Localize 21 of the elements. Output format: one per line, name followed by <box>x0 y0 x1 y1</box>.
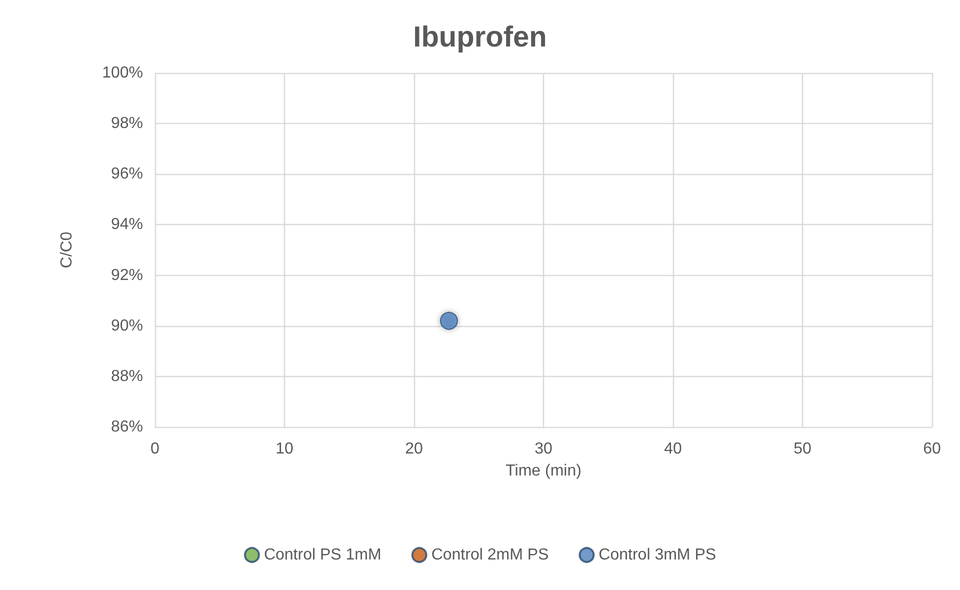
y-tick-label: 98% <box>110 115 143 132</box>
x-tick-label: 10 <box>276 440 294 458</box>
x-tick-label: 0 <box>150 440 160 458</box>
y-tick-label: 90% <box>110 317 143 334</box>
y-tick-label: 88% <box>110 368 143 385</box>
x-tick-label: 20 <box>405 440 423 458</box>
x-tick-label: 50 <box>794 440 812 458</box>
y-tick-label: 94% <box>110 216 143 234</box>
chart-title: Ibuprofen <box>413 22 547 54</box>
y-tick-label: 86% <box>110 418 143 436</box>
y-tick-label: 96% <box>110 166 143 183</box>
legend-label: Control 2mM PS <box>431 546 549 564</box>
y-tick-label: 92% <box>110 266 143 284</box>
y-tick-label: 100% <box>102 64 143 82</box>
y-axis-title: C/C0 <box>58 232 76 268</box>
legend-label: Control 3mM PS <box>598 546 716 564</box>
x-tick-label: 60 <box>923 440 941 458</box>
x-tick-label: 30 <box>534 440 552 458</box>
x-tick-label: 40 <box>664 440 682 458</box>
legend-label: Control PS 1mM <box>264 546 382 564</box>
x-axis-title: Time (min) <box>506 462 582 480</box>
